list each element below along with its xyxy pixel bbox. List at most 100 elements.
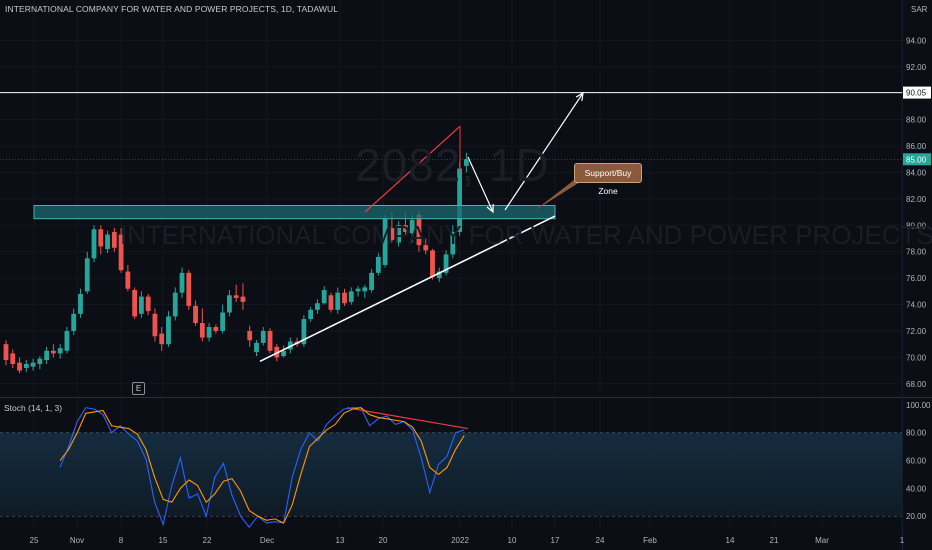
stoch-tick-label: 100.00: [906, 401, 931, 410]
candle-body: [308, 309, 314, 320]
time-tick-label: 25: [30, 536, 39, 545]
candle-body: [30, 362, 36, 367]
candle-body: [260, 330, 266, 343]
candle-body: [362, 287, 368, 292]
price-tick-label: 84.00: [906, 168, 927, 177]
candle-body: [463, 159, 469, 166]
indicator-label[interactable]: Stoch (14, 1, 3): [4, 403, 63, 413]
stoch-tick-label: 20.00: [906, 512, 927, 521]
time-tick-label: 15: [159, 536, 168, 545]
candle-body: [17, 362, 22, 371]
price-tick-label: 92.00: [906, 63, 927, 72]
support-zone-callout[interactable]: Support/Buy Zone: [574, 163, 642, 196]
candle-body: [409, 220, 415, 234]
candle-body: [98, 229, 104, 247]
candle-body: [213, 327, 219, 331]
stoch-tick-label: 60.00: [906, 457, 927, 466]
time-tick-label: Feb: [643, 536, 657, 545]
candle-body: [423, 245, 429, 251]
stoch-tick-label: 40.00: [906, 484, 927, 493]
candle-body: [125, 271, 131, 289]
candle-body: [430, 250, 435, 277]
currency-label[interactable]: SAR: [911, 5, 928, 14]
candle-body: [342, 292, 347, 304]
price-tick-label: 74.00: [906, 301, 927, 310]
support-zone[interactable]: [33, 205, 556, 220]
candle-body: [132, 290, 138, 317]
candle-body: [382, 218, 388, 265]
candle-body: [328, 295, 334, 310]
candle-body: [227, 295, 232, 313]
candle-body: [389, 227, 395, 240]
candle-body: [233, 295, 239, 298]
candle-body: [23, 363, 29, 368]
candle-body: [436, 271, 442, 279]
time-tick-label: 21: [770, 536, 779, 545]
time-tick-label: Mar: [815, 536, 829, 545]
earnings-badge[interactable]: E: [132, 382, 145, 395]
time-tick-label: 8: [119, 536, 124, 545]
target-arrow-head: [575, 91, 584, 102]
axes: 68.00 70.00 72.00 74.00 76.00 78.00 80.00 82.00…: [30, 36, 931, 545]
watermark-symbol: 2082, 1D: [355, 139, 550, 191]
candle-body: [193, 305, 198, 324]
candle-body: [281, 350, 286, 357]
chart-title: INTERNATIONAL COMPANY FOR WATER AND POWE…: [5, 4, 339, 14]
candle-body: [335, 292, 341, 310]
candle-body: [84, 258, 90, 292]
candle-body: [44, 350, 50, 361]
candle-body: [240, 296, 246, 302]
candle-body: [206, 327, 212, 338]
candle-body: [37, 358, 43, 364]
stoch-divergence-line: [346, 407, 469, 430]
candle-body: [457, 168, 462, 232]
candle-body: [91, 229, 97, 259]
price-tick-label: 72.00: [906, 327, 927, 336]
candle-body: [315, 303, 320, 310]
candle-body: [139, 296, 144, 314]
candle-body: [199, 323, 205, 338]
candle-body: [3, 344, 9, 361]
price-tick-label: 82.00: [906, 195, 927, 204]
price-tick-label: 78.00: [906, 248, 927, 257]
watermark-name: INTERNATIONAL COMPANY FOR WATER AND POWE…: [120, 220, 932, 250]
candle-body: [152, 313, 158, 337]
candle-body: [179, 272, 185, 293]
candle-body: [355, 288, 361, 292]
candle-body: [111, 231, 117, 248]
last-price-label-bg: [903, 153, 931, 166]
time-tick-label: 1: [900, 536, 905, 545]
price-tick-label: 94.00: [906, 36, 927, 45]
price-tick-label: 80.00: [906, 221, 927, 230]
price-tick-label: 70.00: [906, 353, 927, 362]
stoch-series-k: [59, 407, 465, 529]
target-arrow: [504, 92, 584, 211]
time-tick-label: 14: [726, 536, 735, 545]
resistance-price-label-bg: [903, 86, 931, 99]
callout-pointer: [534, 177, 588, 211]
candle-body: [186, 272, 192, 306]
candle-body: [416, 214, 422, 246]
stoch-lines: [59, 407, 465, 529]
pullback-arrow-head: [486, 203, 494, 214]
time-tick-label: 22: [203, 536, 212, 545]
resistance-price-label: 90.05: [906, 89, 927, 98]
candle-body: [375, 257, 381, 273]
stoch-series-d: [59, 407, 465, 524]
candle-body: [105, 234, 110, 250]
last-price-label: 85.00: [906, 155, 927, 164]
price-tick-label: 86.00: [906, 142, 927, 151]
pullback-arrow: [467, 156, 494, 213]
candle-body: [145, 296, 151, 312]
candle-body: [267, 330, 273, 351]
candle-body: [403, 225, 408, 232]
candle-body: [348, 291, 354, 302]
price-tick-label: 76.00: [906, 274, 927, 283]
chart-drawings[interactable]: [0, 91, 902, 430]
candle-body: [64, 330, 70, 351]
candle-body: [172, 292, 178, 317]
price-divergence-line: [364, 125, 461, 213]
candle-body: [166, 316, 171, 345]
candle-body: [443, 254, 449, 273]
